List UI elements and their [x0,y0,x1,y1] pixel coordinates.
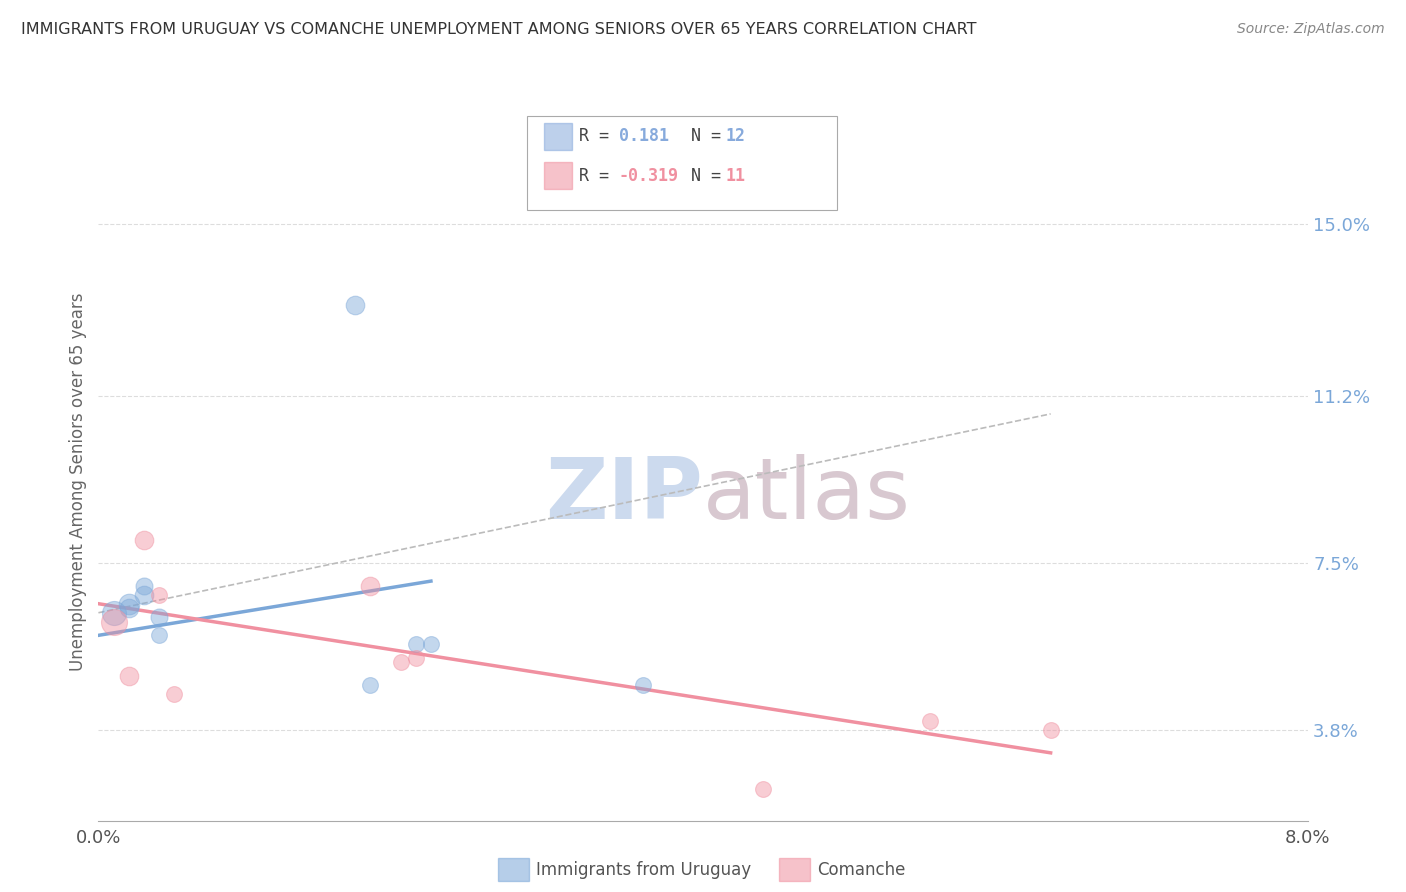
Point [360,579,382,593]
Text: 11: 11 [725,167,745,185]
Text: 0.181: 0.181 [619,128,669,145]
Text: atlas: atlas [703,454,911,537]
Point [389,656,412,670]
Text: N =: N = [671,128,731,145]
Point [1039,723,1062,738]
Text: IMMIGRANTS FROM URUGUAY VS COMANCHE UNEMPLOYMENT AMONG SENIORS OVER 65 YEARS COR: IMMIGRANTS FROM URUGUAY VS COMANCHE UNEM… [21,22,977,37]
Point [118,601,141,615]
Text: Immigrants from Uruguay: Immigrants from Uruguay [536,861,751,879]
Point [631,678,654,692]
Point [344,298,367,312]
Point [103,615,125,629]
Point [163,687,186,701]
Point [918,714,941,729]
Text: N =: N = [671,167,731,185]
Point [148,610,170,624]
Point [118,669,141,683]
Point [103,606,125,620]
Point [148,628,170,642]
Text: -0.319: -0.319 [619,167,679,185]
Text: Comanche: Comanche [817,861,905,879]
Point [118,597,141,611]
Point [148,588,170,602]
Text: Source: ZipAtlas.com: Source: ZipAtlas.com [1237,22,1385,37]
Point [752,782,775,797]
Y-axis label: Unemployment Among Seniors over 65 years: Unemployment Among Seniors over 65 years [69,293,87,671]
Point [132,588,155,602]
Point [405,651,427,665]
Point [405,637,427,651]
Point [420,637,443,651]
Point [360,678,382,692]
Text: 12: 12 [725,128,745,145]
Point [132,579,155,593]
Text: R =: R = [579,167,619,185]
Text: R =: R = [579,128,619,145]
Point [132,533,155,548]
Text: ZIP: ZIP [546,454,703,537]
